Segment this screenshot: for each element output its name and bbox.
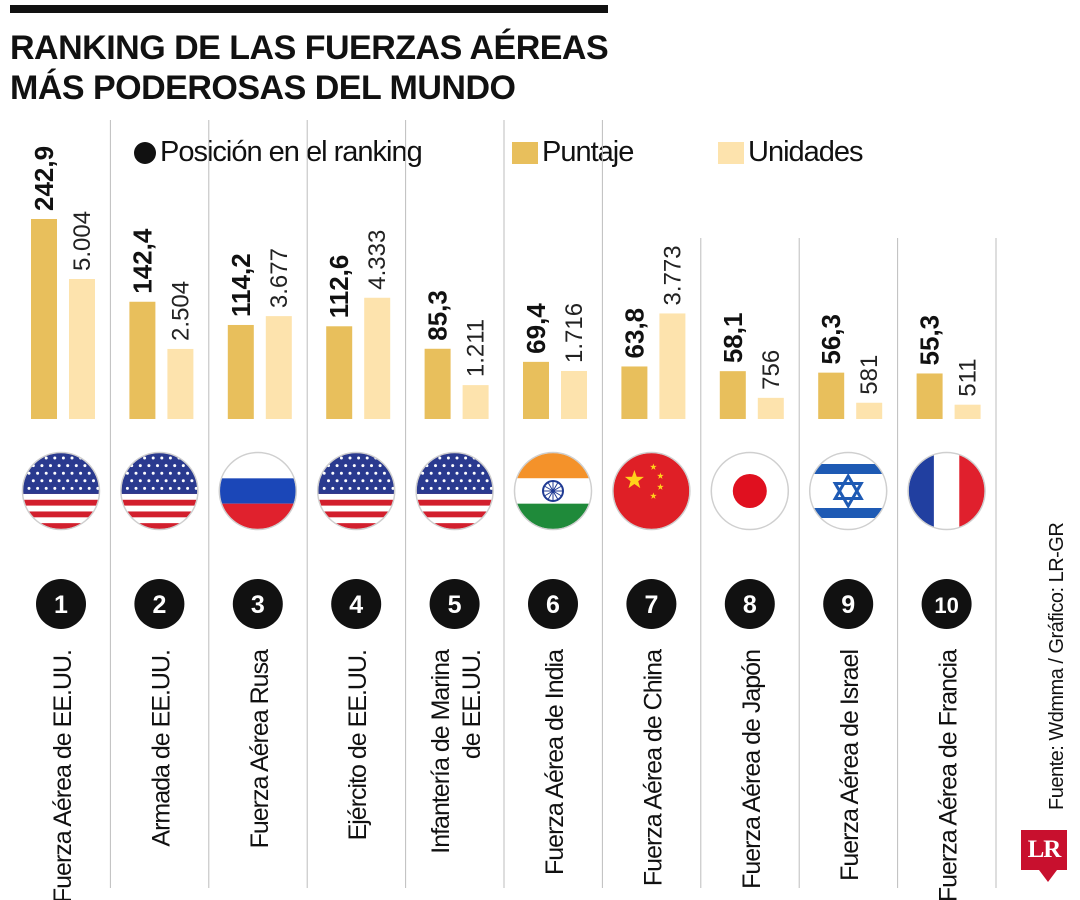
- score-bar: [621, 366, 648, 419]
- lr-logo-tail: [1039, 870, 1057, 882]
- score-bar: [326, 326, 353, 419]
- rank-badge: [823, 579, 874, 629]
- units-value-label: 756: [758, 350, 785, 390]
- rank-number: 2: [152, 591, 166, 619]
- rank-number: 8: [743, 591, 757, 619]
- rank-badge: [429, 579, 480, 629]
- score-value-label: 56,3: [816, 314, 846, 365]
- units-bar: [167, 348, 194, 419]
- category-label: Fuerza Aérea de EE.UU.: [49, 650, 77, 900]
- india-flag-icon: [513, 451, 593, 531]
- score-bar: [818, 372, 845, 419]
- units-value-label: 511: [955, 358, 982, 396]
- chart-title: RANKING DE LAS FUERZAS AÉREAS MÁS PODERO…: [10, 28, 710, 108]
- units-bar: [856, 402, 883, 419]
- category-label: Fuerza Aérea de Israel: [836, 650, 864, 881]
- rank-number: 9: [841, 591, 855, 619]
- score-value-label: 112,6: [324, 255, 354, 319]
- rank-badge: [626, 579, 677, 629]
- bar-chart: 242,9 5.004 142,4 2.504 114,2 3.677 112,6 4.333…: [21, 120, 997, 900]
- source-note: Fuente: Wdmma / Gráfico: LR-GR: [1046, 522, 1068, 810]
- units-bar: [757, 397, 784, 419]
- rank-badge: [528, 579, 578, 629]
- units-bar: [659, 313, 686, 419]
- units-bar: [265, 316, 292, 419]
- score-bar: [523, 361, 549, 419]
- score-bar: [227, 324, 254, 419]
- score-value-label: 242,9: [29, 146, 59, 211]
- units-value-label: 1.211: [463, 319, 490, 377]
- score-bar: [719, 371, 746, 419]
- category-label: Fuerza Aérea Rusa: [246, 649, 274, 848]
- usa-flag-icon: [316, 451, 396, 531]
- legend-label-units: Unidades: [748, 136, 864, 168]
- units-value-label: 4.333: [364, 230, 391, 290]
- legend-dot-icon: [134, 141, 156, 164]
- units-value-label: 5.004: [69, 211, 96, 271]
- rank-badge: [134, 579, 185, 629]
- units-value-label: 3.677: [266, 248, 293, 308]
- russia-flag-icon: [218, 451, 298, 531]
- japan-flag-icon: [710, 451, 790, 531]
- score-bar: [31, 219, 57, 419]
- rank-badge: [232, 579, 283, 629]
- units-bar: [364, 297, 391, 419]
- score-value-label: 69,4: [521, 303, 551, 354]
- score-value-label: 63,8: [619, 308, 649, 359]
- rank-number: 4: [349, 591, 363, 619]
- category-label: Infantería de Marina: [427, 649, 455, 854]
- rank-badge: [724, 579, 775, 629]
- units-value-label: 2.504: [167, 281, 194, 341]
- rank-number: 6: [546, 591, 560, 619]
- france-flag-icon: [907, 451, 986, 531]
- rank-badge: [921, 579, 972, 629]
- legend-item-position: Posición en el ranking: [134, 136, 423, 169]
- rank-badge: [36, 579, 86, 629]
- score-bar: [916, 373, 943, 419]
- score-bar: [424, 348, 451, 419]
- top-rule: [10, 5, 608, 13]
- legend-swatch-score: [512, 141, 538, 164]
- rank-number: 3: [251, 591, 265, 619]
- legend-item-score: Puntaje: [512, 136, 634, 169]
- units-bar: [462, 385, 489, 419]
- units-value-label: 1.716: [561, 303, 588, 363]
- usa-flag-icon: [120, 451, 199, 531]
- chart-title-line-2: MÁS PODEROSAS DEL MUNDO: [10, 69, 516, 107]
- score-value-label: 55,3: [915, 315, 945, 366]
- category-label: Ejército de EE.UU.: [344, 650, 372, 840]
- units-bar: [69, 279, 95, 419]
- category-label: Fuerza Aérea de India: [541, 649, 569, 875]
- rank-number: 5: [448, 591, 462, 619]
- units-value-label: 581: [856, 355, 883, 395]
- china-flag-icon: [612, 451, 691, 531]
- chart-title-line-1: RANKING DE LAS FUERZAS AÉREAS: [10, 29, 609, 67]
- score-value-label: 114,2: [226, 253, 256, 317]
- score-value-label: 142,4: [127, 228, 157, 294]
- category-label: Fuerza Aérea de Francia: [935, 649, 963, 900]
- legend-item-units: Unidades: [718, 136, 864, 169]
- category-label: Armada de EE.UU.: [147, 650, 175, 847]
- score-value-label: 85,3: [423, 290, 453, 341]
- category-label: Fuerza Aérea de Japón: [738, 650, 766, 889]
- category-label: de EE.UU.: [458, 650, 486, 759]
- rank-number: 7: [644, 591, 658, 619]
- israel-flag-icon: [808, 451, 888, 531]
- rank-number: 1: [54, 591, 68, 619]
- category-label: Fuerza Aérea de China: [639, 649, 667, 886]
- legend-label-score: Puntaje: [542, 136, 634, 168]
- rank-badge: [331, 579, 382, 629]
- score-value-label: 58,1: [718, 313, 748, 364]
- legend-swatch-units: [718, 141, 744, 164]
- rank-number: 10: [934, 593, 958, 618]
- units-bar: [954, 404, 981, 419]
- score-bar: [129, 301, 156, 419]
- legend-label-position: Posición en el ranking: [160, 136, 423, 168]
- units-value-label: 3.773: [659, 245, 686, 305]
- usa-flag-icon: [415, 451, 494, 531]
- usa-flag-icon: [21, 451, 101, 531]
- units-bar: [561, 370, 587, 419]
- lr-logo: LR: [1021, 830, 1067, 870]
